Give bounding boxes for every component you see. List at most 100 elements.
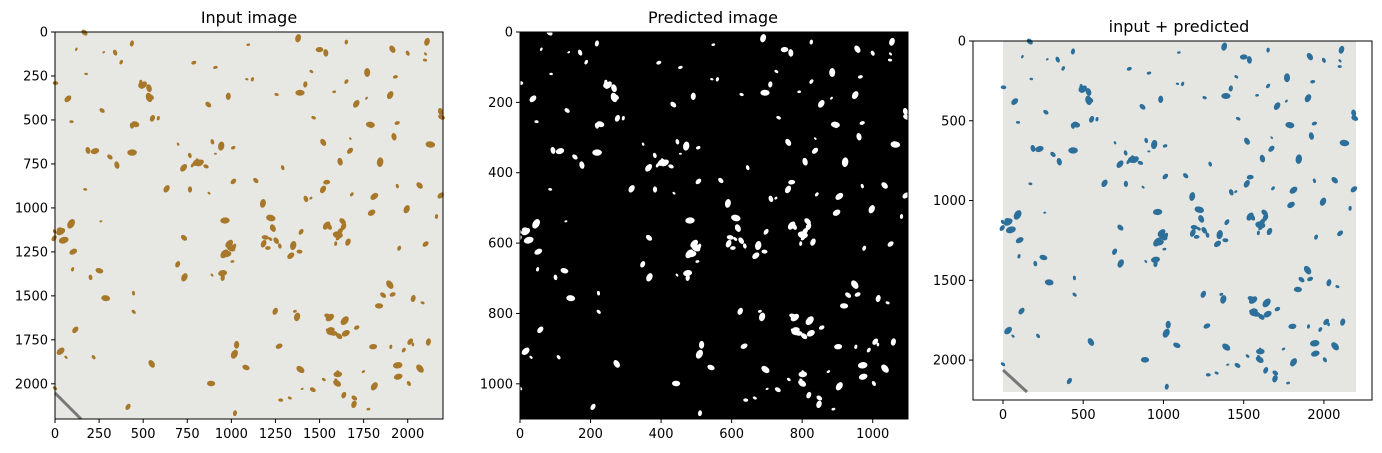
panel-input: 0 250 500 750 1000 1250 1500 1750 2000 0 250 500 750…: [15, 26, 445, 442]
segmented-blob: [145, 92, 153, 103]
segmented-blob: [99, 108, 105, 113]
segmented-blob: [187, 186, 193, 193]
segmented-blob: [295, 34, 302, 43]
segmented-blob: [230, 260, 235, 263]
segmented-blob: [1253, 312, 1261, 317]
segmented-blob: [232, 410, 238, 417]
segmented-blob: [1196, 226, 1201, 231]
segmented-blob: [757, 309, 762, 313]
segmented-blob: [841, 157, 849, 167]
segmented-blob: [830, 121, 840, 128]
segmented-blob: [1144, 137, 1149, 144]
segmented-blob: [1140, 356, 1150, 363]
segmented-blob: [1273, 102, 1281, 110]
segmented-blob: [521, 227, 531, 236]
segmented-blob: [1235, 116, 1241, 121]
segmented-blob: [1028, 182, 1033, 186]
segmented-blob: [1285, 122, 1295, 129]
segmented-blob: [1323, 318, 1330, 326]
segmented-blob: [806, 391, 812, 399]
segmented-blob: [857, 362, 868, 369]
segmented-blob: [1285, 99, 1288, 103]
segmented-blob: [261, 235, 269, 240]
segmented-blob: [230, 145, 236, 150]
segmented-blob: [424, 37, 430, 46]
x-tick-label: 200: [578, 427, 603, 442]
segmented-blob: [315, 46, 324, 53]
axes-frame: [972, 40, 1373, 401]
segmented-blob: [1101, 179, 1108, 187]
segmented-blob: [1070, 122, 1075, 129]
segmented-blob: [1033, 260, 1038, 267]
segmented-blob: [1351, 115, 1359, 121]
segmented-blob: [1141, 185, 1145, 189]
segmented-blob: [549, 72, 553, 76]
segmented-blob: [805, 222, 812, 231]
segmented-blob: [269, 224, 276, 232]
segmented-blob: [546, 29, 553, 36]
segmented-blob: [1255, 221, 1266, 229]
segmented-blob: [652, 186, 658, 193]
segmented-blob: [213, 65, 218, 69]
segmented-blob: [332, 90, 337, 94]
segmented-blob: [695, 178, 702, 185]
x-tick-label: 0: [516, 427, 524, 442]
segmented-blob: [191, 60, 197, 65]
segmented-blob: [332, 231, 343, 239]
segmented-blob: [278, 398, 284, 402]
segmented-blob: [786, 377, 791, 382]
segmented-blob: [64, 355, 68, 359]
segmented-blob: [250, 77, 254, 82]
segmented-blob: [678, 152, 682, 155]
segmented-blob: [101, 295, 111, 302]
segmented-blob: [707, 364, 715, 371]
segmented-blob: [1306, 324, 1311, 329]
segmented-blob: [1173, 342, 1181, 349]
segmented-blob: [737, 307, 743, 315]
segmented-blob: [785, 138, 792, 146]
segmented-blob: [809, 79, 814, 84]
segmented-blob: [392, 362, 403, 369]
segmented-blob: [856, 132, 862, 141]
segmented-blob: [405, 50, 410, 56]
segmented-blob: [761, 249, 768, 254]
segmented-blob: [275, 343, 283, 349]
x-tick-label: 2000: [1307, 408, 1340, 423]
segmented-blob: [129, 122, 134, 129]
segmented-blob: [604, 81, 612, 89]
segmented-blob: [309, 196, 313, 200]
segmented-blob: [112, 49, 118, 56]
segmented-blob: [1162, 328, 1170, 338]
segmented-blob: [345, 238, 351, 246]
segmented-blob: [759, 312, 766, 322]
segmented-blob: [1222, 343, 1231, 351]
segmented-blob: [69, 120, 74, 124]
segmented-blob: [195, 159, 204, 167]
segmented-blob: [698, 340, 705, 349]
segmented-blob: [860, 183, 864, 189]
segmented-blob: [410, 294, 416, 303]
segmented-blob: [298, 228, 304, 235]
panel-predicted: 0 200 400 600 800 1000 0 200 400 600 800 1000: [480, 26, 910, 442]
segmented-blob: [835, 382, 843, 391]
segmented-blob: [349, 137, 352, 140]
segmented-blob: [1311, 121, 1318, 126]
segmented-blob: [337, 157, 343, 166]
segmented-blob: [407, 338, 414, 345]
segmented-blob: [1262, 213, 1269, 222]
segmented-blob: [646, 273, 653, 282]
segmented-blob: [1183, 173, 1189, 179]
segmented-blob: [854, 45, 861, 53]
segmented-blob: [881, 364, 889, 373]
segmented-blob: [718, 177, 724, 184]
segmented-blob: [1284, 73, 1290, 83]
segmented-blob: [1189, 192, 1196, 201]
segmented-blob: [81, 29, 88, 36]
segmented-blob: [326, 221, 331, 227]
segmented-blob: [645, 164, 653, 172]
segmented-blob: [365, 96, 368, 100]
segmented-blob: [380, 292, 387, 298]
segmented-blob: [69, 248, 78, 255]
segmented-blob: [64, 95, 72, 103]
